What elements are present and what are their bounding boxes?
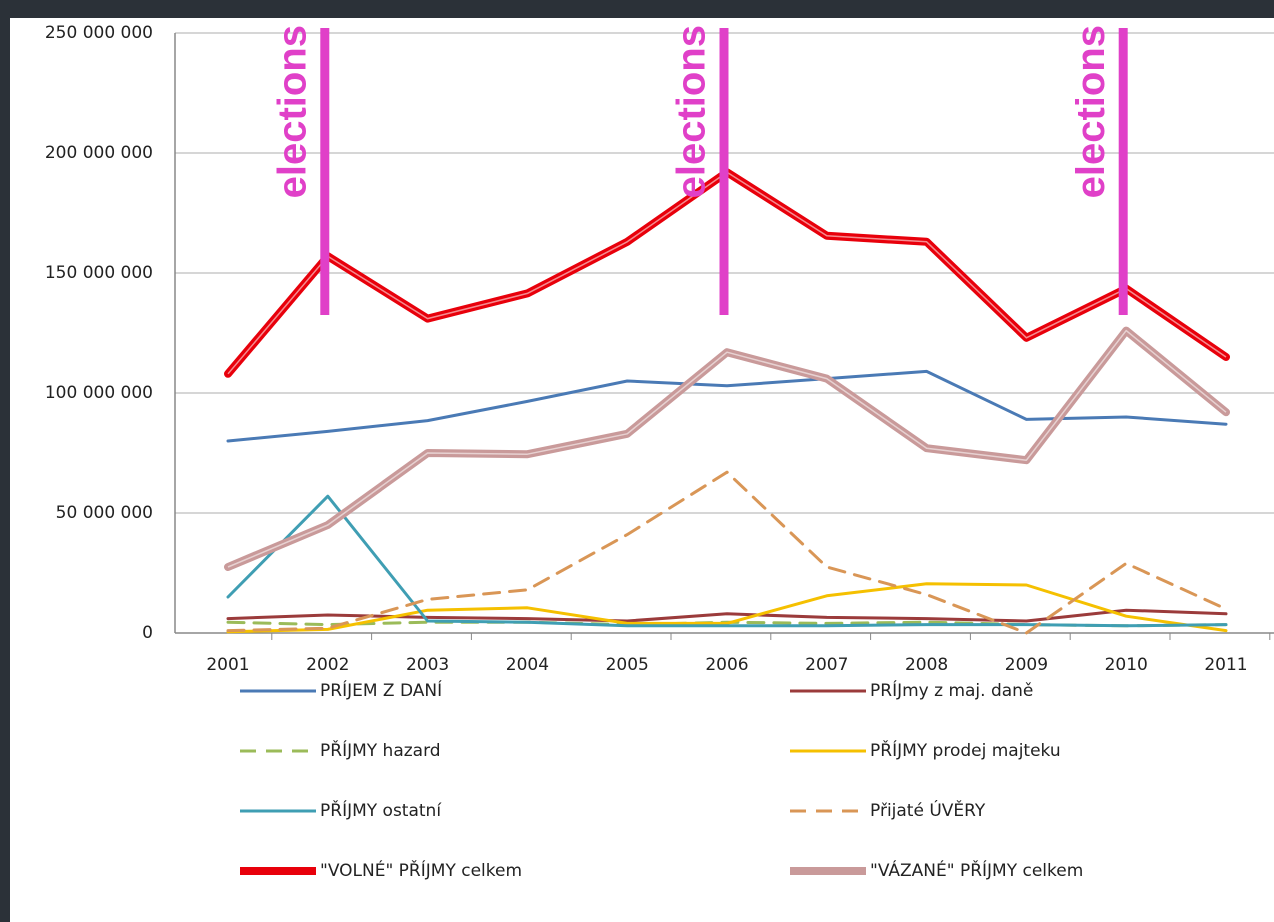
legend-label: Přijaté ÚVĚRY (870, 799, 986, 821)
series-line (226, 470, 1228, 635)
x-tick-label: 2006 (705, 655, 748, 675)
y-tick-label: 250 000 000 (45, 23, 153, 43)
series-line (226, 582, 1228, 634)
series-line (226, 494, 1228, 628)
x-tick-label: 2005 (606, 655, 649, 675)
x-tick-label: 2002 (306, 655, 349, 675)
legend-label: PŘÍJMY hazard (320, 739, 441, 761)
legend-label: PRÍJEM Z DANÍ (320, 679, 442, 701)
x-tick-label: 2008 (905, 655, 948, 675)
annotation: elections (1069, 25, 1113, 198)
legend-label: PŘÍJMY prodej majteku (870, 739, 1061, 761)
legend-label: PŘÍJMY ostatní (320, 799, 442, 821)
x-tick-label: 2003 (406, 655, 449, 675)
legend-label: "VÁZANÉ" PŘÍJMY celkem (870, 859, 1083, 881)
legend-label: "VOLNÉ" PŘÍJMY celkem (320, 859, 522, 881)
x-tick-label: 2011 (1204, 655, 1247, 675)
y-tick-label: 150 000 000 (45, 263, 153, 283)
y-tick-label: 50 000 000 (56, 503, 153, 523)
legend-label: PRÍJmy z maj. daně (870, 679, 1033, 701)
y-tick-label: 0 (142, 623, 153, 643)
x-tick-label: 2004 (506, 655, 549, 675)
chart-background (10, 18, 1274, 922)
x-tick-label: 2007 (805, 655, 848, 675)
x-tick-label: 2010 (1105, 655, 1148, 675)
x-tick-label: 2001 (206, 655, 249, 675)
y-tick-label: 200 000 000 (45, 143, 153, 163)
y-tick-label: 100 000 000 (45, 383, 153, 403)
annotation: elections (670, 25, 714, 198)
line-highlight (227, 329, 1227, 568)
x-tick-label: 2009 (1005, 655, 1048, 675)
annotation: elections (270, 25, 314, 198)
